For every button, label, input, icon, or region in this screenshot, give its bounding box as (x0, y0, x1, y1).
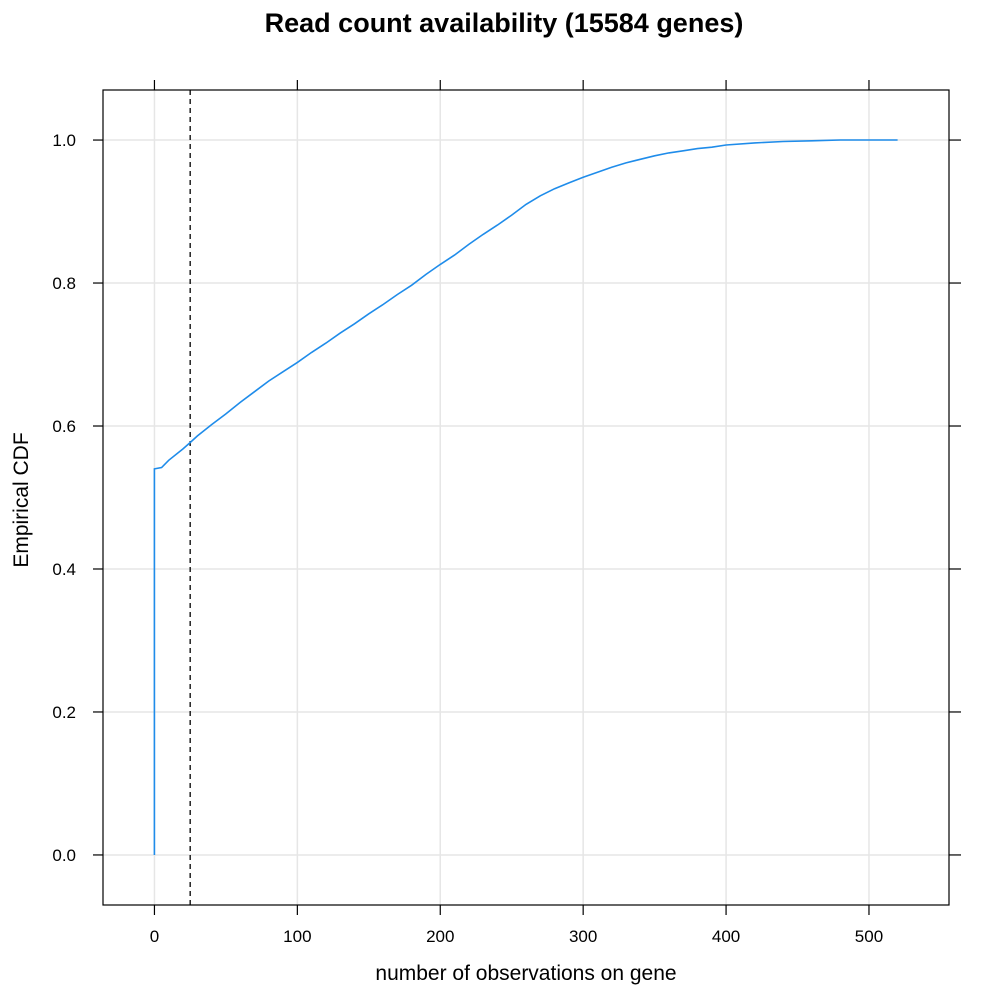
y-tick-label-1: 0.2 (52, 703, 76, 722)
ecdf-series-line-0 (153, 139, 898, 855)
y-tick-label-0: 0.0 (52, 846, 76, 865)
x-tick-label-5: 500 (855, 927, 883, 946)
y-tick-label-5: 1.0 (52, 131, 76, 150)
x-axis-label: number of observations on gene (375, 962, 677, 985)
y-tick-label-4: 0.8 (52, 274, 76, 293)
x-tick-label-2: 200 (426, 927, 454, 946)
x-tick-label-3: 300 (569, 927, 597, 946)
y-axis-label: Empirical CDF (10, 432, 33, 568)
y-tick-label-2: 0.4 (52, 560, 76, 579)
plot-frame (102, 89, 950, 906)
x-tick-label-1: 100 (283, 927, 311, 946)
x-tick-label-0: 0 (150, 927, 159, 946)
y-tick-label-3: 0.6 (52, 417, 76, 436)
x-tick-label-4: 400 (712, 927, 740, 946)
chart-title: Read count availability (15584 genes) (264, 8, 744, 38)
